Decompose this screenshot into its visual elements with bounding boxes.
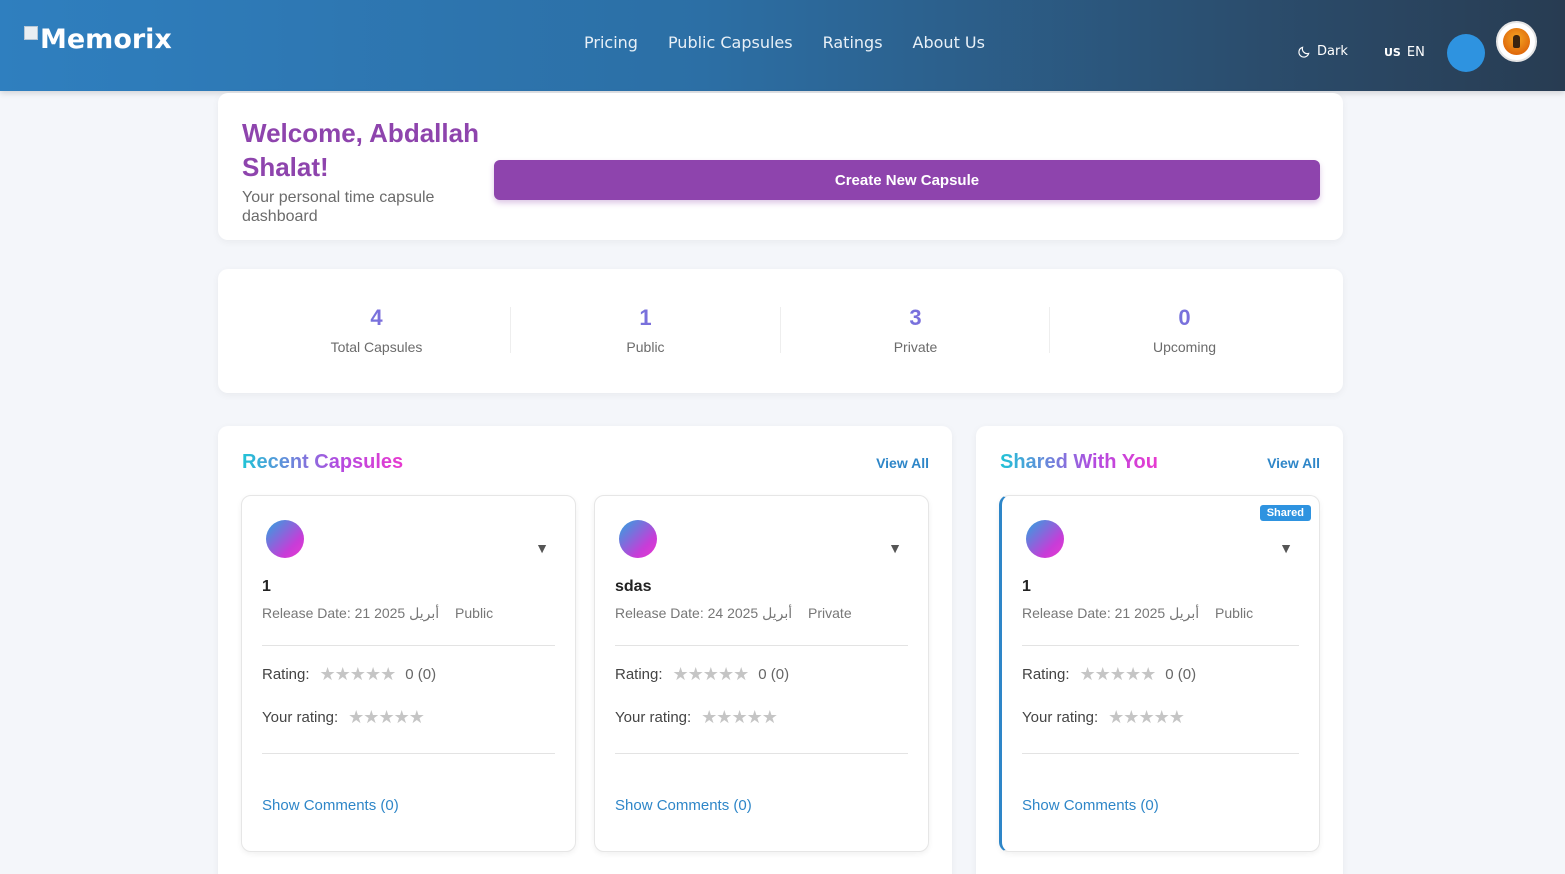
rating-stars: ★★★★★ xyxy=(672,664,750,684)
rating-row: Rating: ★★★★★ 0 (0) xyxy=(615,664,789,685)
capsule-title: 1 xyxy=(262,578,271,595)
rating-label: Rating: xyxy=(1022,666,1070,683)
release-date: 24 أبريل 2025 xyxy=(707,605,793,621)
visibility-label: Public xyxy=(1215,605,1254,621)
capsule-icon xyxy=(266,520,304,558)
divider xyxy=(510,307,511,353)
release-label: Release Date: xyxy=(615,605,704,621)
logo-text: Memorix xyxy=(40,24,172,55)
stat-label: Private xyxy=(893,339,938,355)
shared-title: Shared With You xyxy=(1000,451,1158,473)
user-avatar[interactable] xyxy=(1496,21,1537,62)
your-rating-label: Your rating: xyxy=(262,709,339,726)
capsule-card[interactable]: ▼ 1 Release Date: 21 أبريل 2025 Public R… xyxy=(241,495,576,852)
stat-label: Public xyxy=(626,339,665,355)
chevron-down-icon[interactable]: ▼ xyxy=(888,540,902,556)
release-date: 21 أبريل 2025 xyxy=(354,605,440,621)
rating-stars: ★★★★★ xyxy=(1079,664,1157,684)
your-rating-row: Your rating: ★★★★★ xyxy=(1022,707,1185,728)
rating-row: Rating: ★★★★★ 0 (0) xyxy=(1022,664,1196,685)
visibility-label: Private xyxy=(808,605,852,621)
logo[interactable]: Memorix xyxy=(24,24,172,55)
stat-value: 1 xyxy=(511,305,780,331)
shared-badge: Shared xyxy=(1259,505,1311,521)
rating-value: 0 (0) xyxy=(758,666,790,683)
flag-icon: US xyxy=(1384,46,1401,59)
capsule-title: sdas xyxy=(615,578,652,595)
shared-capsule-card[interactable]: Shared ▼ 1 Release Date: 21 أبريل 2025 P… xyxy=(999,495,1320,852)
recent-capsules-title: Recent Capsules xyxy=(242,451,404,473)
capsule-meta: Release Date: 21 أبريل 2025 Public xyxy=(262,605,493,622)
stat-value: 4 xyxy=(242,305,511,331)
capsule-meta: Release Date: 24 أبريل 2025 Private xyxy=(615,605,852,622)
show-comments-link[interactable]: Show Comments (0) xyxy=(262,797,399,814)
welcome-card: Welcome, Abdallah Shalat! Your personal … xyxy=(218,93,1343,240)
your-rating-stars[interactable]: ★★★★★ xyxy=(1108,707,1185,727)
nav-about-us[interactable]: About Us xyxy=(912,33,985,52)
chevron-down-icon[interactable]: ▼ xyxy=(535,540,549,556)
divider xyxy=(615,645,908,646)
stat-upcoming: 0 Upcoming xyxy=(1050,305,1319,355)
your-rating-row: Your rating: ★★★★★ xyxy=(615,707,778,728)
shared-with-you-panel: Shared With You View All Shared ▼ 1 Rele… xyxy=(976,426,1343,874)
stat-total: 4 Total Capsules xyxy=(242,305,511,355)
show-comments-link[interactable]: Show Comments (0) xyxy=(1022,797,1159,814)
create-capsule-button[interactable]: Create New Capsule xyxy=(494,160,1320,200)
visibility-label: Public xyxy=(455,605,494,621)
stat-public: 1 Public xyxy=(511,305,780,355)
main-nav: Pricing Public Capsules Ratings About Us xyxy=(584,33,985,52)
rating-value: 0 (0) xyxy=(405,666,437,683)
stat-label: Upcoming xyxy=(1152,339,1217,355)
stats-card: 4 Total Capsules 1 Public 3 Private 0 Up… xyxy=(218,269,1343,393)
rating-value: 0 (0) xyxy=(1165,666,1197,683)
release-label: Release Date: xyxy=(1022,605,1111,621)
show-comments-link[interactable]: Show Comments (0) xyxy=(615,797,752,814)
notification-button[interactable] xyxy=(1447,34,1485,72)
divider xyxy=(780,307,781,353)
your-rating-row: Your rating: ★★★★★ xyxy=(262,707,425,728)
release-label: Release Date: xyxy=(262,605,351,621)
stat-value: 0 xyxy=(1050,305,1319,331)
divider xyxy=(1022,645,1299,646)
divider xyxy=(615,753,908,754)
divider xyxy=(1022,753,1299,754)
nav-ratings[interactable]: Ratings xyxy=(822,33,883,52)
divider xyxy=(262,753,555,754)
release-date: 21 أبريل 2025 xyxy=(1114,605,1200,621)
rating-stars: ★★★★★ xyxy=(319,664,397,684)
stat-private: 3 Private xyxy=(781,305,1050,355)
chevron-down-icon[interactable]: ▼ xyxy=(1279,540,1293,556)
moon-icon xyxy=(1298,45,1310,58)
nav-public-capsules[interactable]: Public Capsules xyxy=(667,33,793,52)
broken-image-icon xyxy=(24,26,38,40)
capsule-icon xyxy=(619,520,657,558)
welcome-title: Welcome, Abdallah Shalat! xyxy=(242,118,479,182)
theme-label: Dark xyxy=(1317,44,1348,59)
capsule-card[interactable]: ▼ sdas Release Date: 24 أبريل 2025 Priva… xyxy=(594,495,929,852)
your-rating-label: Your rating: xyxy=(615,709,692,726)
theme-toggle[interactable]: Dark xyxy=(1297,44,1348,59)
language-label: EN xyxy=(1406,45,1425,60)
rating-label: Rating: xyxy=(615,666,663,683)
welcome-subtitle: Your personal time capsule dashboard xyxy=(242,189,435,225)
top-navbar: Memorix Pricing Public Capsules Ratings … xyxy=(0,0,1565,91)
rating-label: Rating: xyxy=(262,666,310,683)
stat-label: Total Capsules xyxy=(330,339,423,355)
capsule-title: 1 xyxy=(1022,578,1031,595)
capsule-icon xyxy=(1026,520,1064,558)
rating-row: Rating: ★★★★★ 0 (0) xyxy=(262,664,436,685)
your-rating-stars[interactable]: ★★★★★ xyxy=(701,707,778,727)
recent-capsules-panel: Recent Capsules View All ▼ 1 Release Dat… xyxy=(218,426,952,874)
avatar-image xyxy=(1503,28,1530,55)
divider xyxy=(1049,307,1050,353)
divider xyxy=(262,645,555,646)
capsule-meta: Release Date: 21 أبريل 2025 Public xyxy=(1022,605,1253,622)
stat-value: 3 xyxy=(781,305,1050,331)
language-switcher[interactable]: US EN xyxy=(1384,45,1425,60)
recent-view-all-link[interactable]: View All xyxy=(876,455,929,471)
nav-pricing[interactable]: Pricing xyxy=(584,33,638,52)
shared-view-all-link[interactable]: View All xyxy=(1267,455,1320,471)
your-rating-stars[interactable]: ★★★★★ xyxy=(348,707,425,727)
your-rating-label: Your rating: xyxy=(1022,709,1099,726)
